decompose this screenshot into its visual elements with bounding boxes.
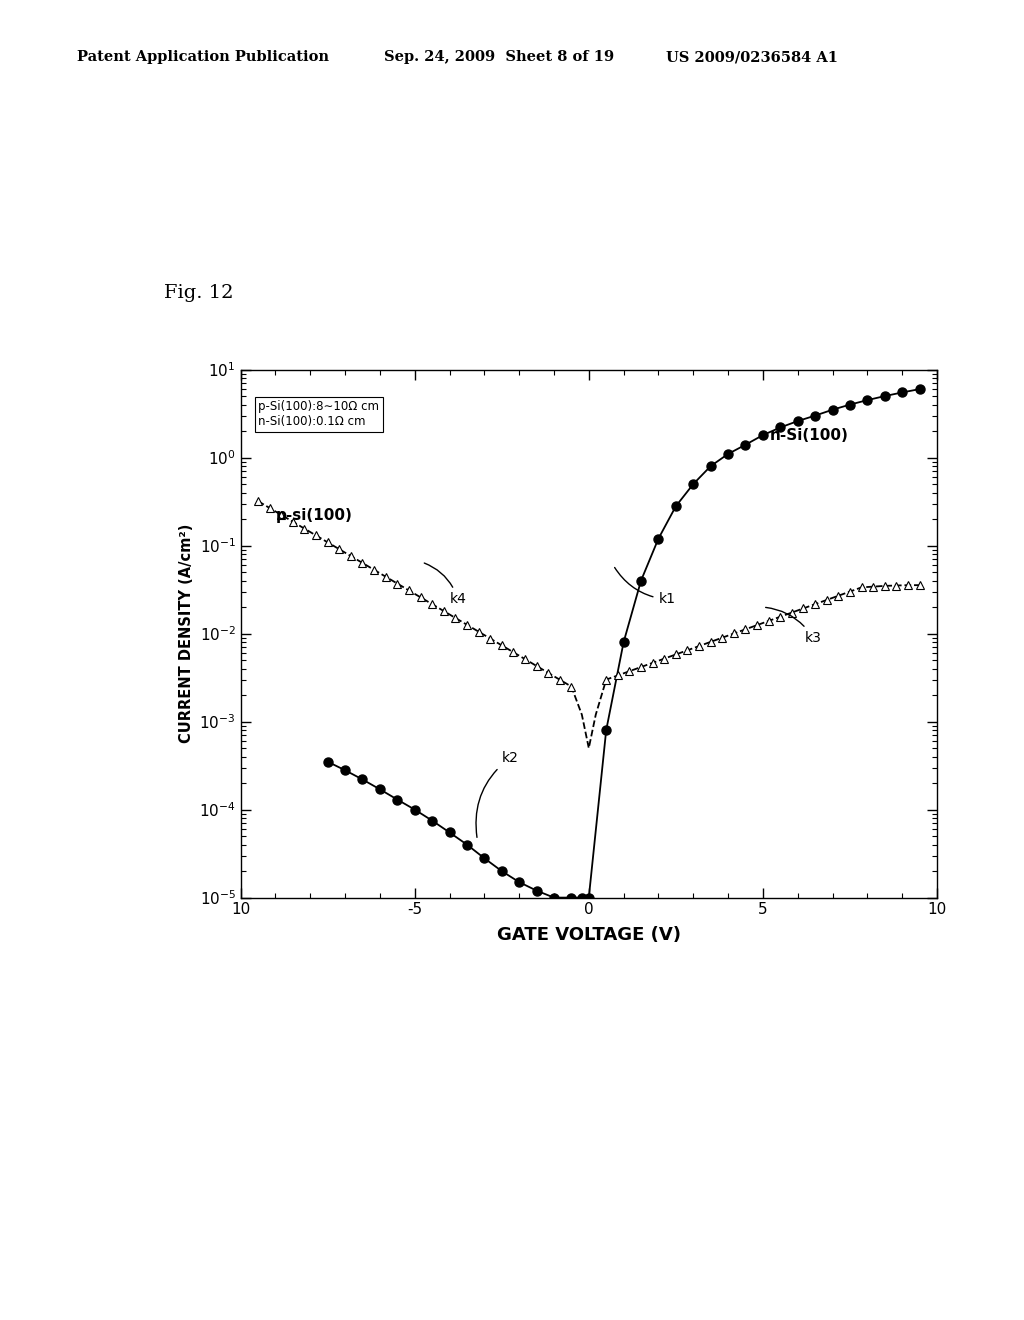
Text: k4: k4 — [424, 564, 466, 606]
Text: k1: k1 — [614, 568, 676, 606]
Text: k3: k3 — [766, 607, 821, 645]
X-axis label: GATE VOLTAGE (V): GATE VOLTAGE (V) — [497, 925, 681, 944]
Text: Fig. 12: Fig. 12 — [164, 284, 233, 302]
Text: k2: k2 — [476, 751, 518, 837]
Text: US 2009/0236584 A1: US 2009/0236584 A1 — [666, 50, 838, 65]
Text: p-si(100): p-si(100) — [275, 508, 352, 523]
Text: Sep. 24, 2009  Sheet 8 of 19: Sep. 24, 2009 Sheet 8 of 19 — [384, 50, 614, 65]
Text: Patent Application Publication: Patent Application Publication — [77, 50, 329, 65]
Y-axis label: CURRENT DENSITY (A/cm²): CURRENT DENSITY (A/cm²) — [178, 524, 194, 743]
Text: n-Si(100): n-Si(100) — [770, 428, 849, 442]
Text: p-Si(100):8∼10Ω cm
n-Si(100):0.1Ω cm: p-Si(100):8∼10Ω cm n-Si(100):0.1Ω cm — [258, 400, 379, 428]
